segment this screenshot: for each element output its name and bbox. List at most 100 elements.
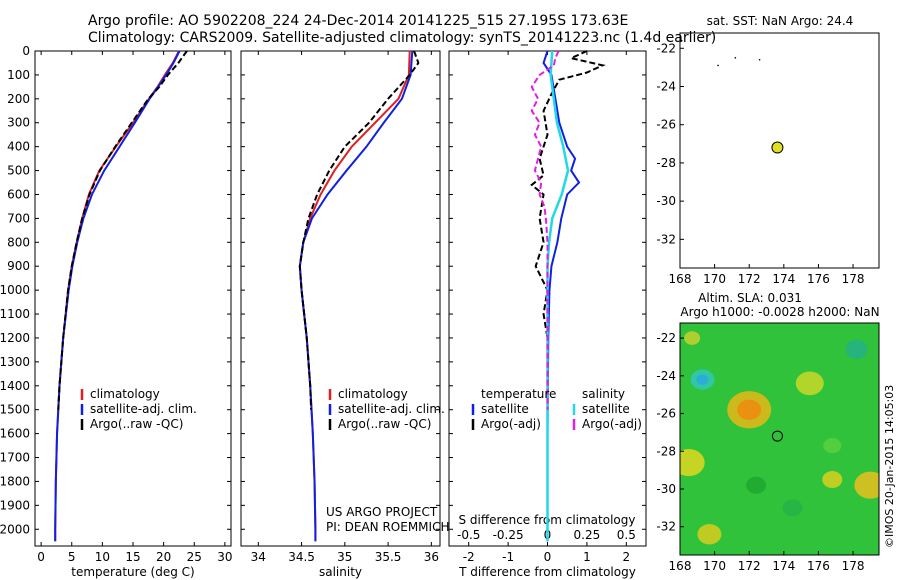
x-tick-label: 35.5 bbox=[375, 550, 402, 564]
sla-x-tick-label: 168 bbox=[669, 559, 692, 573]
sla-title-2: Argo h1000: -0.0028 h2000: NaN bbox=[680, 305, 879, 319]
difference-series-line bbox=[546, 50, 570, 542]
sst-x-tick-label: 174 bbox=[772, 272, 795, 286]
legend-label: climatology bbox=[338, 387, 408, 401]
depth-tick-label: 1800 bbox=[0, 474, 30, 488]
legend-label: Argo(..raw -QC) bbox=[338, 417, 431, 431]
header-line-2: Climatology: CARS2009. Satellite-adjuste… bbox=[88, 30, 716, 46]
x-tick-label: 34 bbox=[251, 550, 266, 564]
temperature-series-line bbox=[54, 50, 180, 542]
depth-tick-label: 2000 bbox=[0, 522, 30, 536]
sst-y-tick-label: -28 bbox=[656, 156, 676, 170]
legend-label: salinity bbox=[582, 387, 625, 401]
header-line-1: Argo profile: AO 5902208_224 24-Dec-2014… bbox=[88, 13, 628, 29]
legend-label: Argo(-adj) bbox=[582, 417, 642, 431]
sst-coast-dot bbox=[734, 57, 737, 59]
temperature-series-line bbox=[54, 50, 181, 542]
depth-tick-label: 200 bbox=[7, 92, 30, 106]
sst-x-tick-label: 172 bbox=[738, 272, 761, 286]
legend-label: temperature bbox=[481, 387, 556, 401]
depth-tick-label: 1600 bbox=[0, 427, 30, 441]
sst-x-tick-label: 176 bbox=[807, 272, 830, 286]
depth-tick-label: 1700 bbox=[0, 451, 30, 465]
sla-y-tick-label: -22 bbox=[656, 331, 676, 345]
sla-anomaly-blob bbox=[854, 471, 879, 499]
x-axis-label: T difference from climatology bbox=[458, 565, 636, 579]
salinity-panel: US ARGO PROJECT PI: DEAN ROEMMICH bbox=[240, 50, 449, 547]
sst-coast-dot bbox=[758, 58, 761, 61]
sst-y-tick-label: -26 bbox=[656, 118, 676, 132]
sla-anomaly-blob bbox=[680, 448, 705, 477]
sla-anomaly-blob bbox=[795, 371, 824, 396]
x-axis-label: temperature (deg C) bbox=[71, 565, 194, 579]
temperature-series-line bbox=[57, 50, 188, 410]
sla-y-tick-label: -24 bbox=[656, 369, 676, 383]
sla-frame bbox=[679, 322, 880, 556]
sla-title-1: Altim. SLA: 0.031 bbox=[698, 291, 802, 305]
legend-label: satellite bbox=[582, 402, 630, 416]
sst-profile-marker bbox=[771, 141, 784, 154]
sla-anomaly-blob bbox=[697, 524, 722, 545]
project-text-line-2: PI: DEAN ROEMMICH bbox=[326, 520, 449, 534]
depth-tick-label: 1900 bbox=[0, 498, 30, 512]
salinity-series-line bbox=[298, 50, 411, 542]
sst-map-frame bbox=[679, 32, 880, 269]
difference-series-line bbox=[530, 50, 560, 410]
sla-anomaly-blob bbox=[696, 374, 709, 385]
x-tick-label: 0 bbox=[37, 550, 45, 564]
s-tick-label: 0.25 bbox=[574, 528, 601, 542]
sla-profile-marker bbox=[771, 430, 783, 442]
sla-y-tick-label: -30 bbox=[656, 482, 676, 496]
x-tick-label: 10 bbox=[95, 550, 110, 564]
sla-x-tick-label: 174 bbox=[772, 559, 795, 573]
sst-y-tick-label: -30 bbox=[656, 194, 676, 208]
x-tick-label: 20 bbox=[156, 550, 171, 564]
sla-y-tick-label: -28 bbox=[656, 444, 676, 458]
x-tick-label: 15 bbox=[125, 550, 140, 564]
depth-tick-label: 900 bbox=[7, 259, 30, 273]
depth-tick-label: 500 bbox=[7, 164, 30, 178]
x-tick-label: 30 bbox=[217, 550, 232, 564]
x-tick-label: -1 bbox=[502, 550, 514, 564]
sla-anomaly-blob bbox=[845, 340, 868, 359]
project-text-line-1: US ARGO PROJECT bbox=[326, 505, 438, 519]
difference-series-line bbox=[542, 50, 581, 542]
salinity-series-line bbox=[298, 50, 420, 410]
x-tick-label: 1 bbox=[583, 550, 591, 564]
x-tick-label: 35 bbox=[337, 550, 352, 564]
legend-label: satellite-adj. clim. bbox=[338, 402, 445, 416]
sst-x-tick-label: 168 bbox=[669, 272, 692, 286]
difference-series-line bbox=[530, 50, 606, 410]
sst-y-tick-label: -32 bbox=[656, 232, 676, 246]
sla-anomaly-blob bbox=[737, 399, 762, 420]
sla-x-tick-label: 172 bbox=[738, 559, 761, 573]
x-tick-label: 0 bbox=[544, 550, 552, 564]
salinity-panel-frame bbox=[240, 50, 441, 547]
legend-label: Argo(-adj) bbox=[481, 417, 541, 431]
depth-tick-label: 1200 bbox=[0, 331, 30, 345]
legend-label: climatology bbox=[90, 387, 160, 401]
legend-label: Argo(..raw -QC) bbox=[90, 417, 183, 431]
x-tick-label: -2 bbox=[463, 550, 475, 564]
s-tick-label: -0.5 bbox=[457, 528, 480, 542]
x-tick-label: 2 bbox=[622, 550, 630, 564]
depth-tick-label: 1300 bbox=[0, 355, 30, 369]
sla-anomaly-blob bbox=[782, 499, 803, 517]
sla-y-tick-label: -32 bbox=[656, 520, 676, 534]
sst-coast-dot bbox=[717, 64, 719, 67]
sla-y-tick-label: -26 bbox=[656, 407, 676, 421]
legend-label: satellite-adj. clim. bbox=[90, 402, 197, 416]
sst-coast-dot bbox=[680, 39, 683, 42]
depth-tick-label: 300 bbox=[7, 116, 30, 130]
depth-tick-label: 1400 bbox=[0, 379, 30, 393]
sla-anomaly-blob bbox=[746, 476, 767, 494]
sst-x-tick-label: 170 bbox=[703, 272, 726, 286]
legend-label: satellite bbox=[481, 402, 529, 416]
sla-heatmap bbox=[680, 323, 879, 555]
x-axis-label: salinity bbox=[319, 565, 362, 579]
depth-tick-label: 0 bbox=[22, 44, 30, 58]
sla-x-tick-label: 176 bbox=[807, 559, 830, 573]
sst-map-panel: sat. SST: NaN Argo: 24.4 bbox=[679, 14, 880, 269]
sla-background bbox=[680, 323, 879, 555]
